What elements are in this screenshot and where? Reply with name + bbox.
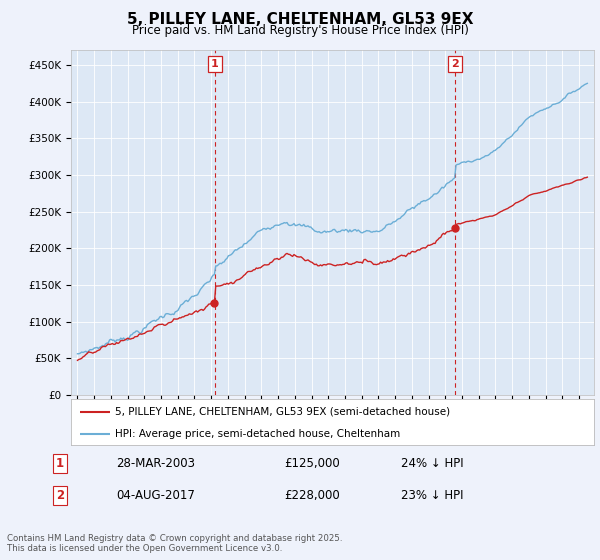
Text: 2: 2 xyxy=(451,59,459,69)
Text: 23% ↓ HPI: 23% ↓ HPI xyxy=(401,489,463,502)
Text: 2: 2 xyxy=(56,489,64,502)
Text: 1: 1 xyxy=(56,457,64,470)
Text: 1: 1 xyxy=(211,59,219,69)
Text: 5, PILLEY LANE, CHELTENHAM, GL53 9EX (semi-detached house): 5, PILLEY LANE, CHELTENHAM, GL53 9EX (se… xyxy=(115,407,451,417)
Text: 24% ↓ HPI: 24% ↓ HPI xyxy=(401,457,463,470)
Text: £125,000: £125,000 xyxy=(284,457,340,470)
Text: 28-MAR-2003: 28-MAR-2003 xyxy=(116,457,196,470)
Text: 5, PILLEY LANE, CHELTENHAM, GL53 9EX: 5, PILLEY LANE, CHELTENHAM, GL53 9EX xyxy=(127,12,473,27)
Text: HPI: Average price, semi-detached house, Cheltenham: HPI: Average price, semi-detached house,… xyxy=(115,429,401,438)
Text: £228,000: £228,000 xyxy=(284,489,340,502)
Text: 04-AUG-2017: 04-AUG-2017 xyxy=(116,489,196,502)
Text: Contains HM Land Registry data © Crown copyright and database right 2025.
This d: Contains HM Land Registry data © Crown c… xyxy=(7,534,343,553)
Text: Price paid vs. HM Land Registry's House Price Index (HPI): Price paid vs. HM Land Registry's House … xyxy=(131,24,469,37)
